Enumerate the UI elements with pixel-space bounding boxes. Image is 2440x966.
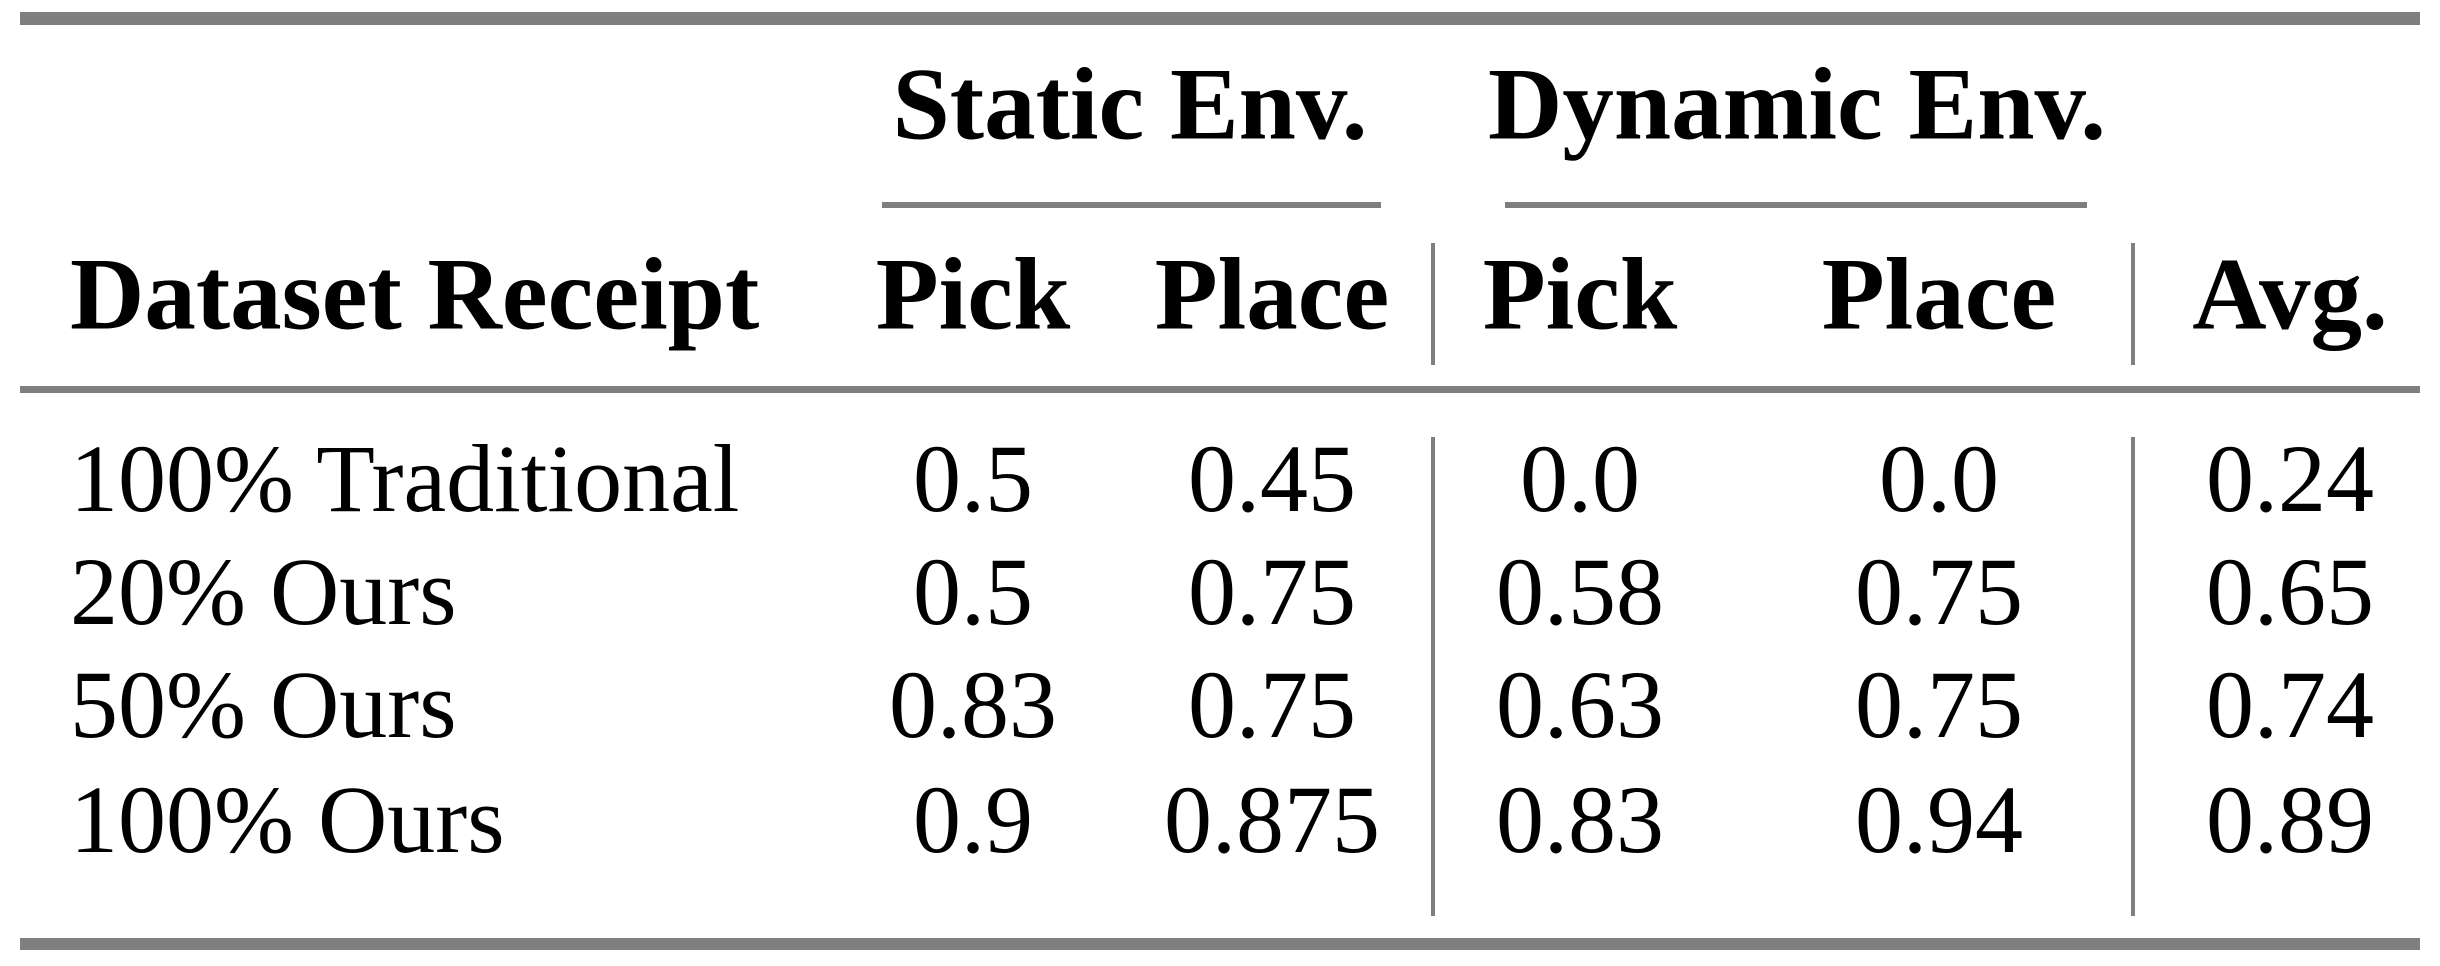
col-header-static-place: Place — [1154, 237, 1390, 352]
col-header-dataset-receipt: Dataset Receipt — [70, 237, 760, 352]
cmidrule-static-env — [882, 202, 1381, 208]
table-cell: 0.63 — [1496, 651, 1664, 758]
table-cell: 0.875 — [1164, 766, 1380, 873]
group-header-static-env: Static Env. — [892, 47, 1368, 162]
header-separator-rule — [20, 386, 2420, 393]
group-header-dynamic-env: Dynamic Env. — [1487, 47, 2107, 162]
row-label: 100% Ours — [70, 766, 505, 873]
col-header-dynamic-pick: Pick — [1482, 237, 1678, 352]
row-label: 100% Traditional — [70, 425, 740, 532]
col-header-dynamic-place: Place — [1821, 237, 2057, 352]
row-label: 50% Ours — [70, 651, 457, 758]
table-cell: 0.89 — [2206, 766, 2374, 873]
row-label: 20% Ours — [70, 538, 457, 645]
table-cell: 0.58 — [1496, 538, 1664, 645]
table-cell: 0.75 — [1188, 538, 1356, 645]
bottom-rule — [20, 938, 2420, 950]
table-cell: 0.5 — [913, 538, 1033, 645]
table-cell: 0.75 — [1855, 538, 2023, 645]
table-cell: 0.0 — [1520, 425, 1640, 532]
table-cell: 0.94 — [1855, 766, 2023, 873]
table-cell: 0.83 — [889, 651, 1057, 758]
vertical-rule-avg-header — [2131, 243, 2135, 365]
table-cell: 0.83 — [1496, 766, 1664, 873]
table-cell: 0.75 — [1855, 651, 2023, 758]
table-cell: 0.0 — [1879, 425, 1999, 532]
table-cell: 0.74 — [2206, 651, 2374, 758]
top-rule — [20, 12, 2420, 25]
table-cell: 0.45 — [1188, 425, 1356, 532]
col-header-static-pick: Pick — [875, 237, 1071, 352]
vertical-rule-static-dynamic-header — [1431, 243, 1435, 365]
table-cell: 0.24 — [2206, 425, 2374, 532]
vertical-rule-avg-body — [2131, 437, 2135, 916]
table-cell: 0.75 — [1188, 651, 1356, 758]
vertical-rule-static-dynamic-body — [1431, 437, 1435, 916]
table-cell: 0.65 — [2206, 538, 2374, 645]
cmidrule-dynamic-env — [1505, 202, 2087, 208]
table-cell: 0.5 — [913, 425, 1033, 532]
col-header-avg: Avg. — [2192, 237, 2388, 352]
table-cell: 0.9 — [913, 766, 1033, 873]
